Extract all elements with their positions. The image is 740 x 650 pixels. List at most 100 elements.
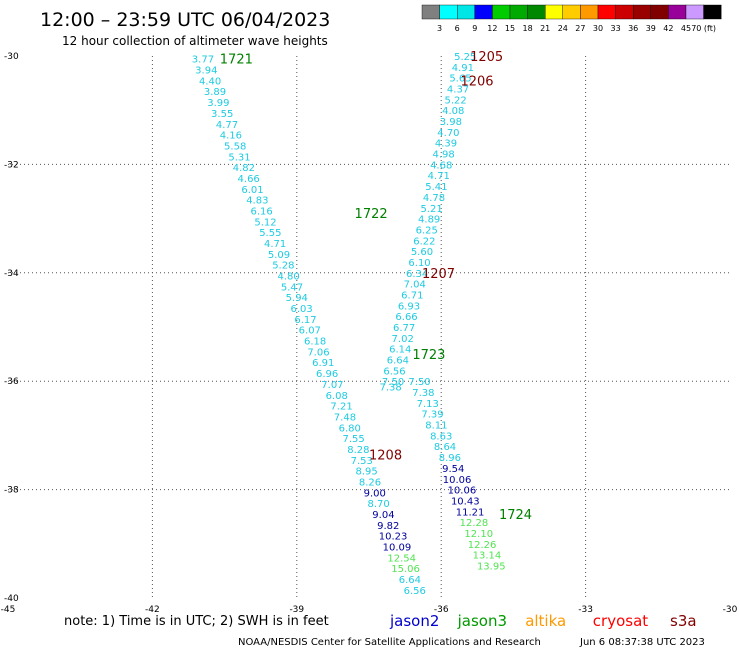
satellite-legend-jason3: jason3 xyxy=(457,612,507,630)
satellite-legend-jason2: jason2 xyxy=(389,612,439,630)
wave-height-value: 5.09 xyxy=(268,250,290,261)
wave-height-value: 4.08 xyxy=(442,106,464,117)
colorbar-swatch xyxy=(439,4,458,20)
wave-height-value: 4.89 xyxy=(418,215,440,226)
wave-height-value: 7.06 xyxy=(307,347,329,358)
wave-height-value: 7.13 xyxy=(417,399,439,410)
footer-timestamp: Jun 6 08:37:38 UTC 2023 xyxy=(579,637,705,648)
wave-height-value: 4.16 xyxy=(220,131,242,142)
colorbar-swatch xyxy=(668,4,687,20)
y-tick-label: -40 xyxy=(4,594,19,604)
wave-height-value: 5.65 xyxy=(449,74,471,85)
wave-height-value: 4.66 xyxy=(238,174,260,185)
wave-height-value: 6.25 xyxy=(416,225,438,236)
wave-height-value: 3.55 xyxy=(211,109,233,120)
wave-height-value: 5.28 xyxy=(272,261,294,272)
y-tick-label: -32 xyxy=(4,160,19,170)
wave-height-value: 7.50 xyxy=(382,377,404,388)
colorbar-label: 15 xyxy=(505,24,515,33)
x-tick-label: -30 xyxy=(723,605,738,615)
wave-height-value: 9.00 xyxy=(364,488,386,499)
wave-height-value: 6.22 xyxy=(413,236,435,247)
colorbar-swatch xyxy=(615,4,634,20)
wave-height-value: 6.16 xyxy=(251,206,273,217)
wave-height-value: 5.31 xyxy=(228,152,250,163)
colorbar-swatch xyxy=(685,4,704,20)
x-tick-label: -42 xyxy=(145,605,160,615)
colorbar-label: 70 (ft) xyxy=(691,24,716,33)
wave-height-value: 7.02 xyxy=(392,334,414,345)
colorbar-swatch xyxy=(457,4,476,20)
chart-subtitle: 12 hour collection of altimeter wave hei… xyxy=(62,34,328,48)
wave-height-value: 5.25 xyxy=(454,52,476,63)
wave-height-value: 9.54 xyxy=(442,464,464,475)
y-tick-label: -38 xyxy=(4,486,19,496)
satellite-legend-cryosat: cryosat xyxy=(593,612,648,630)
pass-label: 1723 xyxy=(412,348,445,363)
wave-height-value: 4.37 xyxy=(447,85,469,96)
wave-height-value: 4.40 xyxy=(199,76,221,87)
pass-label: 1206 xyxy=(460,74,493,89)
wave-height-value: 8.11 xyxy=(425,421,447,432)
plot-area xyxy=(8,54,730,600)
colorbar-label: 18 xyxy=(523,24,533,33)
chart-title: 12:00 – 23:59 UTC 06/04/2023 xyxy=(40,9,330,31)
wave-height-value: 9.82 xyxy=(377,521,399,532)
colorbar-swatch xyxy=(474,4,493,20)
colorbar-swatch xyxy=(492,4,511,20)
wave-height-value: 6.71 xyxy=(401,290,423,301)
wave-height-value: 7.53 xyxy=(351,456,373,467)
colorbar-label: 3 xyxy=(437,24,442,33)
wave-height-value: 10.43 xyxy=(451,496,480,507)
wave-height-value: 3.89 xyxy=(204,87,226,98)
colorbar-label: 45 xyxy=(681,24,691,33)
wave-height-value: 12.10 xyxy=(464,529,493,540)
wave-height-value: 6.34 xyxy=(406,269,428,280)
wave-height-value: 6.18 xyxy=(304,337,326,348)
colorbar-swatch xyxy=(509,4,528,20)
wave-height-value: 5.60 xyxy=(411,247,433,258)
wave-height-value: 6.14 xyxy=(389,345,411,356)
wave-height-value: 5.12 xyxy=(254,217,276,228)
pass-label: 1208 xyxy=(369,448,402,463)
colorbar: 3 6 9 12 15 18 21 24 27 30 33 36 39 42 45 70 (ft) xyxy=(421,4,722,33)
wave-height-value: 7.07 xyxy=(321,380,343,391)
wave-height-value: 4.77 xyxy=(216,120,238,131)
wave-height-value: 6.77 xyxy=(393,323,415,334)
x-tick-label: -39 xyxy=(289,605,304,615)
pass-labels: 1721 1722 1723 1724 1205 1206 1207 1208 xyxy=(220,50,532,523)
wave-height-value: 10.06 xyxy=(448,486,477,497)
colorbar-swatch xyxy=(703,4,722,20)
colorbar-swatch xyxy=(650,4,669,20)
wave-height-value: 6.56 xyxy=(383,366,405,377)
satellite-legend: jason2 jason3 altika cryosat s3a xyxy=(389,612,697,630)
satellite-legend-altika: altika xyxy=(525,612,566,630)
wave-height-value: 4.68 xyxy=(430,160,452,171)
colorbar-label: 6 xyxy=(455,24,460,33)
wave-height-value: 8.28 xyxy=(347,445,369,456)
wave-height-value: 4.91 xyxy=(452,63,474,74)
footer-credit: NOAA/NESDIS Center for Satellite Applica… xyxy=(238,637,541,648)
colorbar-label: 27 xyxy=(575,24,585,33)
wave-height-value: 6.93 xyxy=(398,301,420,312)
y-tick-label: -34 xyxy=(4,269,19,279)
wave-height-value: 8.26 xyxy=(359,477,381,488)
wave-height-value: 6.10 xyxy=(408,258,430,269)
colorbar-swatch xyxy=(580,4,599,20)
wave-height-value: 5.22 xyxy=(445,95,467,106)
wave-height-value: 5.55 xyxy=(259,228,281,239)
colorbar-label: 33 xyxy=(611,24,621,33)
wave-height-value: 8.70 xyxy=(367,499,389,510)
wave-height-value: 12.26 xyxy=(468,540,497,551)
wave-height-value: 10.06 xyxy=(443,475,472,486)
wave-height-value: 7.50 xyxy=(408,377,430,388)
y-tick-label: -36 xyxy=(4,377,19,387)
wave-height-value: 4.71 xyxy=(264,239,286,250)
wave-height-value: 4.82 xyxy=(233,163,255,174)
wave-height-value: 5.47 xyxy=(281,282,303,293)
wave-height-value: 5.41 xyxy=(425,182,447,193)
data-points: 3.773.944.403.893.993.554.774.165.585.31… xyxy=(192,52,506,597)
satellite-legend-s3a: s3a xyxy=(670,612,697,630)
pass-label: 1207 xyxy=(422,267,455,282)
